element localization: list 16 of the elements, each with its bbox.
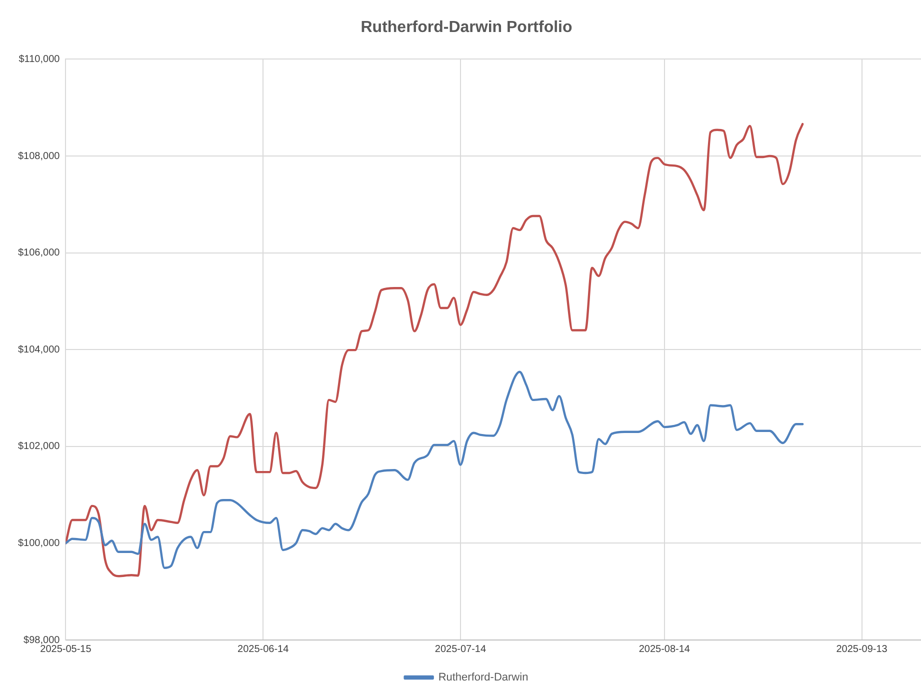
y-tick-label: $104,000 (18, 344, 60, 356)
line-series (66, 370, 804, 569)
legend-label: Rutherford-Darwin (438, 672, 528, 684)
y-tick-label: $106,000 (18, 248, 60, 259)
x-tick-label: 2025-09-13 (836, 644, 888, 655)
x-tick-label: 2025-06-14 (238, 644, 290, 655)
x-tick-label: 2025-05-15 (40, 644, 92, 655)
x-tick-label: 2025-07-14 (434, 644, 486, 655)
y-tick-label: $100,000 (18, 538, 60, 549)
x-tick-label: 2025-08-14 (638, 644, 690, 655)
chart-title: Rutherford-Darwin Portfolio (360, 19, 572, 36)
y-tick-label: $108,000 (18, 150, 60, 162)
line-series (66, 122, 804, 578)
y-tick-label: $110,000 (18, 54, 60, 65)
y-tick-label: $102,000 (18, 441, 60, 452)
y-tick-label: $98,000 (24, 634, 60, 646)
